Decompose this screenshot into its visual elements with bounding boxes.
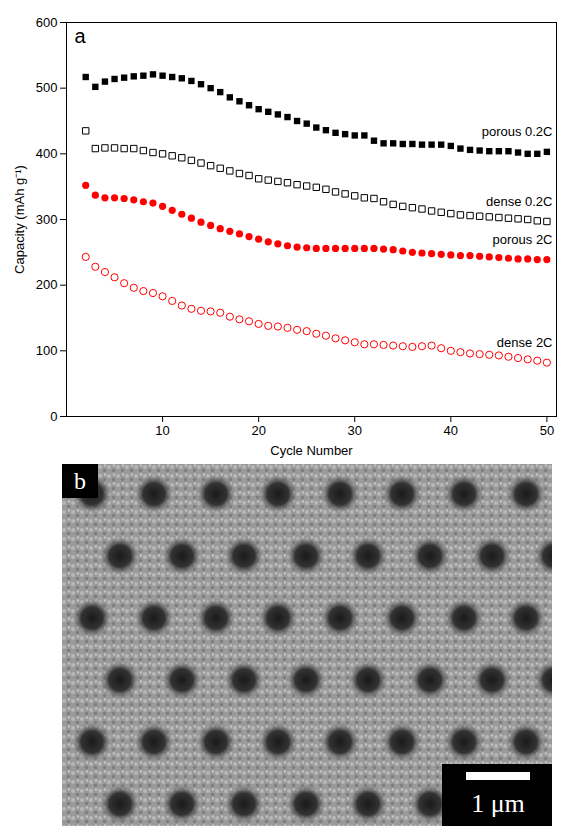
svg-text:200: 200 — [36, 277, 58, 292]
svg-text:a: a — [75, 25, 87, 47]
svg-text:300: 300 — [36, 212, 58, 227]
svg-text:20: 20 — [251, 423, 265, 438]
svg-text:600: 600 — [36, 15, 58, 30]
svg-text:1 μm: 1 μm — [471, 789, 525, 818]
svg-text:Capacity (mAh g⁻¹): Capacity (mAh g⁻¹) — [12, 165, 27, 274]
svg-text:dense 2C: dense 2C — [497, 335, 553, 350]
svg-text:dense 0.2C: dense 0.2C — [486, 194, 553, 209]
svg-text:400: 400 — [36, 146, 58, 161]
svg-text:Cycle Number: Cycle Number — [270, 443, 353, 458]
svg-text:0: 0 — [50, 409, 57, 424]
svg-text:500: 500 — [36, 80, 58, 95]
svg-text:50: 50 — [540, 423, 554, 438]
svg-text:b: b — [74, 468, 86, 494]
svg-text:10: 10 — [155, 423, 169, 438]
svg-text:porous 0.2C: porous 0.2C — [482, 124, 553, 139]
svg-text:30: 30 — [348, 423, 362, 438]
svg-text:100: 100 — [36, 343, 58, 358]
svg-text:porous 2C: porous 2C — [493, 232, 553, 247]
svg-text:40: 40 — [444, 423, 458, 438]
